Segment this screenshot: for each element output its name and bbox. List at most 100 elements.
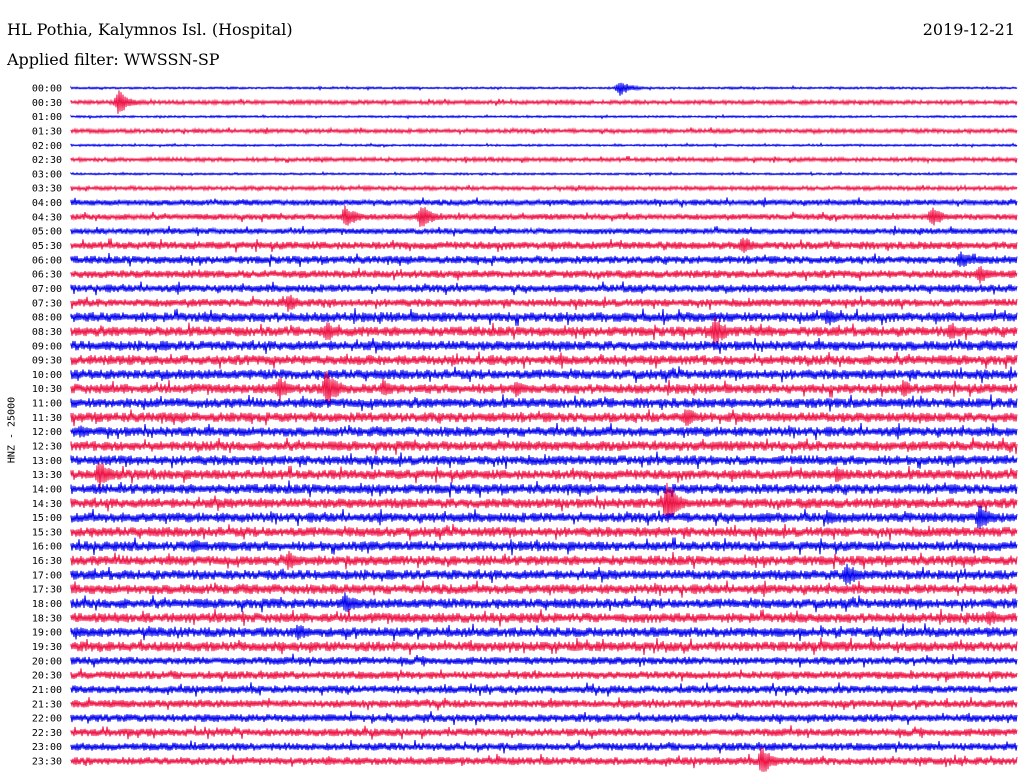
seismic-trace-row (70, 623, 1018, 642)
row-time-label: 09:00 (32, 341, 62, 352)
row-time-label: 08:00 (32, 313, 62, 324)
seismic-trace-row (70, 580, 1018, 598)
row-time-label: 18:30 (32, 613, 62, 624)
row-time-label: 01:00 (32, 112, 62, 123)
row-time-label: 19:30 (32, 642, 62, 653)
row-time-label: 01:30 (32, 126, 62, 137)
seismic-trace-row (70, 225, 1018, 237)
seismic-trace-row (70, 637, 1018, 655)
row-time-label: 04:30 (32, 212, 62, 223)
seismic-trace-row (70, 366, 1018, 384)
seismic-trace-row (70, 462, 1018, 489)
seismic-trace-row (70, 668, 1018, 683)
row-time-label: 04:00 (32, 198, 62, 209)
row-time-label: 22:30 (32, 728, 62, 739)
row-time-label: 19:00 (32, 628, 62, 639)
row-time-label: 00:30 (32, 98, 62, 109)
row-time-label: 16:00 (32, 542, 62, 553)
row-time-label: 08:30 (32, 327, 62, 338)
seismic-trace-row (70, 523, 1018, 541)
seismic-trace-row (70, 308, 1018, 327)
seismic-trace-row (70, 351, 1018, 369)
seismic-trace-row (70, 155, 1018, 165)
row-time-label: 09:30 (32, 356, 62, 367)
seismic-trace-row (70, 82, 1018, 96)
seismic-trace-row (70, 697, 1018, 711)
row-time-label: 20:00 (32, 656, 62, 667)
seismic-trace-row (70, 394, 1018, 412)
seismic-trace-row (70, 205, 1018, 227)
row-time-label: 21:00 (32, 685, 62, 696)
seismic-trace-row (70, 337, 1018, 354)
row-time-label: 03:00 (32, 169, 62, 180)
seismic-trace-row (70, 482, 1018, 523)
seismic-trace-row (70, 237, 1018, 253)
row-time-label: 02:00 (32, 141, 62, 152)
row-time-label: 11:30 (32, 413, 62, 424)
row-time-label: 16:30 (32, 556, 62, 567)
row-time-label: 23:00 (32, 742, 62, 753)
row-time-label: 17:00 (32, 570, 62, 581)
seismic-trace-row (70, 371, 1018, 405)
seismic-trace-row (70, 266, 1018, 284)
row-time-label: 22:00 (32, 714, 62, 725)
seismic-trace-row (70, 437, 1018, 455)
row-time-label: 03:30 (32, 184, 62, 195)
row-time-label: 15:00 (32, 513, 62, 524)
row-time-label: 14:30 (32, 499, 62, 510)
seismic-trace-row (70, 183, 1018, 193)
seismic-trace-row (70, 451, 1018, 470)
row-time-label: 00:00 (32, 84, 62, 95)
row-time-label: 10:00 (32, 370, 62, 381)
row-time-label: 13:00 (32, 456, 62, 467)
seismic-trace-row (70, 550, 1018, 570)
seismic-trace-row (70, 747, 1018, 772)
seismic-trace-row (70, 170, 1018, 177)
row-time-label: 10:30 (32, 384, 62, 395)
seismic-trace-row (70, 409, 1018, 427)
seismic-trace-row (70, 505, 1018, 529)
filter-label: Applied filter: WWSSN-SP (7, 50, 220, 69)
row-time-label: 06:00 (32, 255, 62, 266)
seismic-trace-row (70, 90, 1018, 114)
station-title: HL Pothia, Kalymnos Isl. (Hospital) (7, 20, 293, 39)
seismic-trace-row (70, 197, 1018, 208)
row-time-label: 11:00 (32, 399, 62, 410)
row-time-label: 12:00 (32, 427, 62, 438)
row-time-label: 12:30 (32, 442, 62, 453)
seismic-trace-row (70, 563, 1018, 585)
row-time-label: 07:30 (32, 298, 62, 309)
seismic-trace-row (70, 739, 1018, 754)
seismic-trace-row (70, 725, 1018, 740)
row-time-label: 07:00 (32, 284, 62, 295)
seismic-trace-row (70, 480, 1018, 498)
row-time-label: 02:30 (32, 155, 62, 166)
seismic-trace-row (70, 682, 1018, 697)
row-time-label: 23:30 (32, 757, 62, 768)
seismic-trace-row (70, 126, 1018, 136)
seismic-trace-row (70, 251, 1018, 268)
row-time-label: 15:30 (32, 527, 62, 538)
seismic-trace-row (70, 294, 1018, 312)
seismic-trace-row (70, 710, 1018, 726)
row-time-label: 20:30 (32, 671, 62, 682)
seismic-trace-row (70, 537, 1018, 556)
seismic-trace-row (70, 317, 1018, 346)
seismic-trace-row (70, 653, 1018, 668)
row-time-label: 17:30 (32, 585, 62, 596)
row-time-label: 05:30 (32, 241, 62, 252)
seismic-trace-row (70, 281, 1018, 296)
seismic-trace-row (70, 142, 1018, 149)
row-time-label: 13:30 (32, 470, 62, 481)
date-label: 2019-12-21 (922, 20, 1015, 39)
row-time-label: 18:00 (32, 599, 62, 610)
seismic-trace-row (70, 423, 1018, 441)
row-time-label: 05:00 (32, 227, 62, 238)
seismic-trace-row (70, 608, 1018, 627)
row-time-label: 14:00 (32, 484, 62, 495)
seismic-trace-row (70, 592, 1018, 613)
row-time-label: 06:30 (32, 270, 62, 281)
seismic-trace-row (70, 113, 1018, 120)
row-time-label: 21:30 (32, 699, 62, 710)
